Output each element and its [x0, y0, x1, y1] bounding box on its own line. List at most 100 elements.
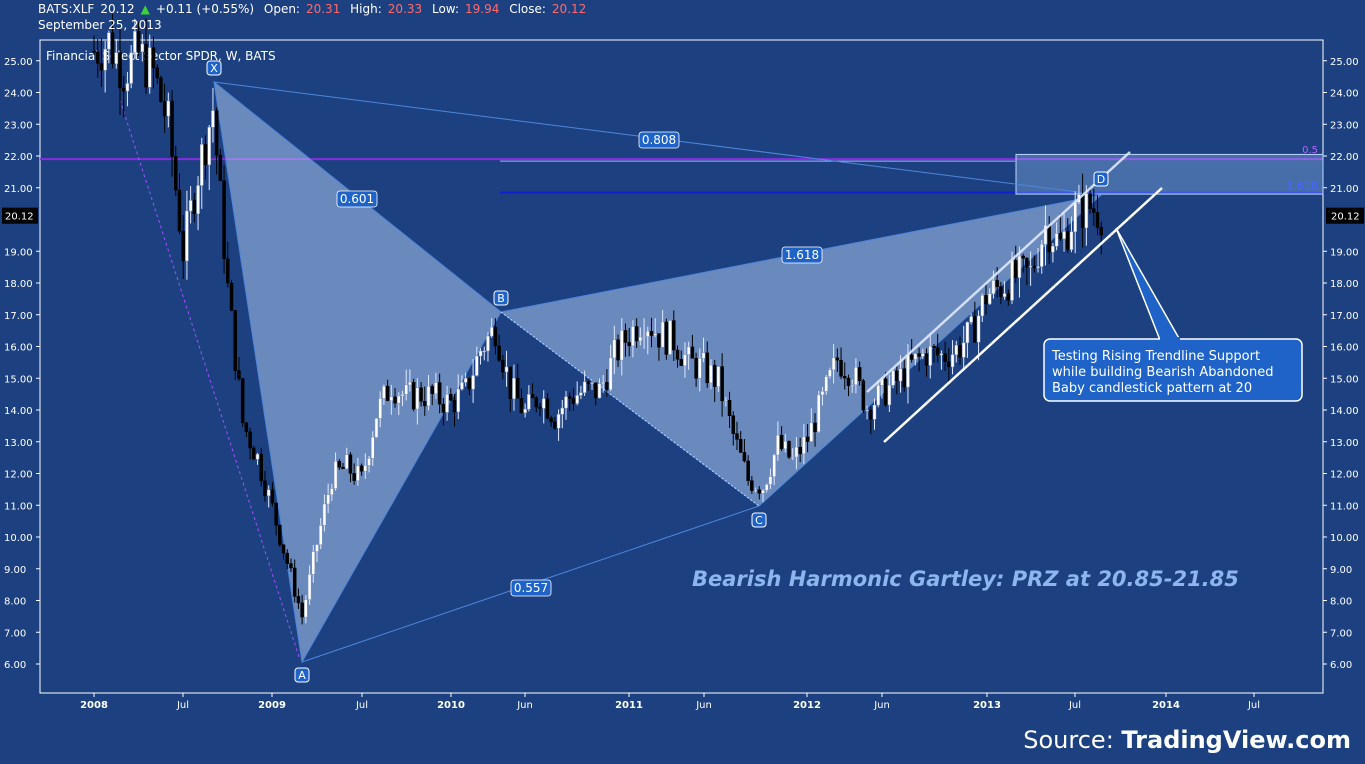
candle-body [597, 383, 602, 399]
y-tick-label-left: 18.00 [4, 279, 33, 290]
y-tick-label-right: 25.00 [1330, 57, 1359, 68]
y-tick-label-left: 24.00 [4, 89, 33, 100]
candle-body [170, 100, 174, 157]
candle-body [315, 544, 319, 552]
candle-body [371, 437, 375, 459]
candle-body [556, 414, 561, 429]
chart-title: Financial Select Sector SPDR, W, BATS [46, 49, 276, 63]
y-tick-label-right: 23.00 [1330, 120, 1359, 131]
candle-body [497, 345, 501, 361]
candle-body [512, 377, 516, 399]
candle-body [779, 434, 784, 450]
candle-body [445, 394, 449, 413]
candle-body [582, 381, 587, 393]
candle-body [523, 408, 527, 414]
candle-body [367, 458, 371, 466]
y-tick-label-left: 14.00 [4, 406, 33, 417]
plot-frame [39, 39, 1324, 694]
candle-body [110, 32, 115, 65]
candle-body [991, 280, 996, 295]
candle-body [489, 326, 494, 337]
point-label-a: A [298, 669, 306, 682]
point-label-b: B [497, 292, 505, 305]
candle-body [590, 382, 594, 384]
y-tick-label-left: 17.00 [4, 311, 33, 322]
candle-body [341, 466, 345, 470]
symbol: BATS:XLF [38, 2, 95, 16]
point-marker-c [751, 512, 767, 528]
candle-body [185, 210, 189, 262]
candle-body [679, 359, 683, 366]
x-tick-label: 2011 [615, 700, 643, 711]
candle-body [1095, 212, 1100, 228]
candle-body [586, 381, 591, 384]
candle-body [356, 465, 360, 481]
candle-body [177, 189, 182, 232]
candle-body [519, 397, 524, 414]
candle-body [634, 326, 639, 342]
candle-body [192, 200, 197, 215]
candle-body [1047, 225, 1051, 253]
candle-body [118, 52, 122, 89]
candle-body [939, 353, 944, 356]
prz-box [1015, 153, 1324, 195]
candle-body [289, 563, 293, 569]
candle-body [579, 392, 583, 396]
candle-body [344, 454, 349, 470]
candle-body [530, 394, 535, 399]
candle-body [144, 43, 148, 88]
y-tick-label-right: 18.00 [1330, 279, 1359, 290]
candle-body [839, 359, 843, 377]
candle-body [92, 50, 96, 53]
candle-body [133, 31, 137, 54]
candle-body [757, 489, 762, 494]
candle-body [125, 83, 130, 92]
candle-body [449, 394, 453, 401]
candle-body [174, 155, 178, 191]
candle-body [742, 452, 747, 462]
candle-body [824, 376, 828, 392]
candle-body [378, 398, 382, 419]
callout-pointer [1115, 227, 1182, 341]
candle-body [909, 354, 914, 360]
candle-body [222, 180, 226, 260]
candlesticks [92, 13, 1103, 625]
y-tick-label-left: 21.00 [4, 184, 33, 195]
candle-body [694, 358, 698, 379]
y-tick-label-right: 11.00 [1330, 501, 1359, 512]
candle-body [426, 386, 431, 407]
candle-body [1021, 255, 1025, 259]
y-tick-label-left: 10.00 [4, 533, 33, 544]
candle-body [861, 380, 866, 411]
candle-body [1084, 193, 1089, 229]
candle-body [207, 127, 211, 166]
candle-body [482, 350, 486, 353]
callout-text-line: while building Bearish Abandoned [1052, 365, 1273, 380]
candle-body [292, 567, 297, 597]
candle-body [638, 336, 643, 342]
candle-body [471, 375, 475, 390]
close-label: Close: [509, 2, 546, 16]
high-label: High: [350, 2, 382, 16]
bc-dotted-line [500, 311, 760, 507]
candle-body [452, 399, 457, 413]
candle-body [961, 342, 966, 358]
y-tick-label-left: 7.00 [4, 628, 26, 639]
candle-body [549, 417, 553, 423]
candle-body [764, 484, 769, 491]
candle-body [932, 346, 936, 348]
candle-body [181, 230, 185, 262]
candle-body [404, 384, 408, 395]
source-prefix: Source: [1023, 726, 1114, 754]
candle-body [545, 398, 550, 419]
candle-body [895, 370, 899, 382]
candle-body [226, 258, 230, 284]
y-tick-label-left: 9.00 [4, 565, 26, 576]
trendline-upper [866, 151, 1131, 393]
candle-body [229, 282, 234, 311]
x-tick-label: Jul [355, 700, 368, 711]
candle-body [612, 339, 617, 359]
candle-body [976, 315, 981, 343]
candle-body [460, 382, 464, 390]
